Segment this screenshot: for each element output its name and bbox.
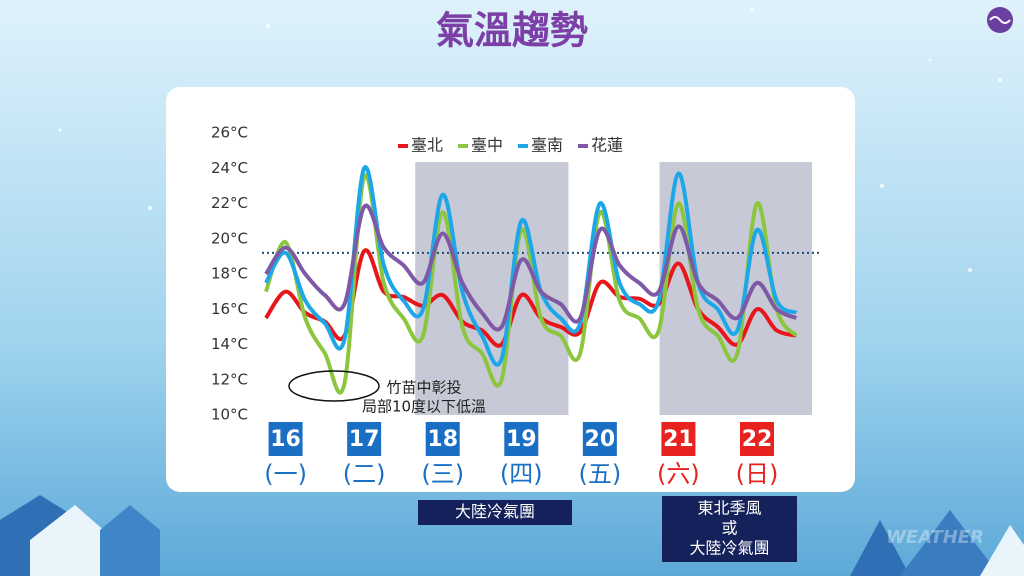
weekday-label: (六) xyxy=(657,460,700,488)
x-tick-label: 16 xyxy=(270,427,301,452)
annotation-text: 局部10度以下低溫 xyxy=(362,398,486,416)
x-tick-label: 21 xyxy=(663,427,694,452)
houses xyxy=(0,495,1024,576)
y-tick-label: 18°C xyxy=(211,265,248,283)
day-box xyxy=(582,422,617,456)
weekday-label: (四) xyxy=(500,460,543,488)
y-tick-label: 26°C xyxy=(211,124,248,142)
watermark: WEATHER xyxy=(886,527,984,548)
legend-label: 花蓮 xyxy=(591,136,623,155)
weekday-label: (日) xyxy=(736,460,779,488)
x-tick-label: 20 xyxy=(585,427,616,452)
day-box xyxy=(740,422,774,456)
annotation-ellipse xyxy=(288,370,380,402)
x-tick-label: 18 xyxy=(427,427,458,452)
y-tick-label: 14°C xyxy=(211,335,248,353)
chart-title: 氣溫趨勢 xyxy=(436,9,588,53)
series-line xyxy=(264,203,798,332)
y-tick-label: 20°C xyxy=(211,229,248,247)
legend-label: 臺南 xyxy=(531,136,563,155)
day-box xyxy=(661,422,696,456)
logo-mark xyxy=(989,16,1011,24)
day-box xyxy=(425,422,460,456)
x-tick-label: 22 xyxy=(742,427,773,452)
cold-period-shade xyxy=(659,162,812,415)
period-banner-text: 或 xyxy=(721,519,737,538)
weekday-label: (三) xyxy=(421,460,464,488)
day-box xyxy=(268,422,303,456)
weekday-label: (一) xyxy=(264,460,307,488)
y-tick-label: 24°C xyxy=(211,159,248,177)
period-banner-text: 大陸冷氣團 xyxy=(455,502,535,521)
period-banner xyxy=(418,500,572,525)
snowflakes xyxy=(58,8,1002,272)
y-tick-label: 16°C xyxy=(211,300,248,318)
x-tick-label: 17 xyxy=(349,427,380,452)
legend-label: 臺北 xyxy=(411,136,443,155)
period-banner-text: 大陸冷氣團 xyxy=(689,539,769,558)
series-line xyxy=(264,165,798,367)
weekday-label: (五) xyxy=(578,460,621,488)
y-tick-label: 12°C xyxy=(211,370,248,388)
y-tick-label: 22°C xyxy=(211,194,248,212)
legend-label: 臺中 xyxy=(471,136,503,155)
period-banner-text: 東北季風 xyxy=(697,499,761,518)
period-banner xyxy=(662,496,797,562)
weekday-label: (二) xyxy=(343,460,386,488)
annotation-text: 竹苗中彰投 xyxy=(386,379,461,397)
y-tick-label: 10°C xyxy=(211,406,248,424)
day-box xyxy=(347,422,382,456)
day-box xyxy=(504,422,539,456)
x-tick-label: 19 xyxy=(506,427,537,452)
